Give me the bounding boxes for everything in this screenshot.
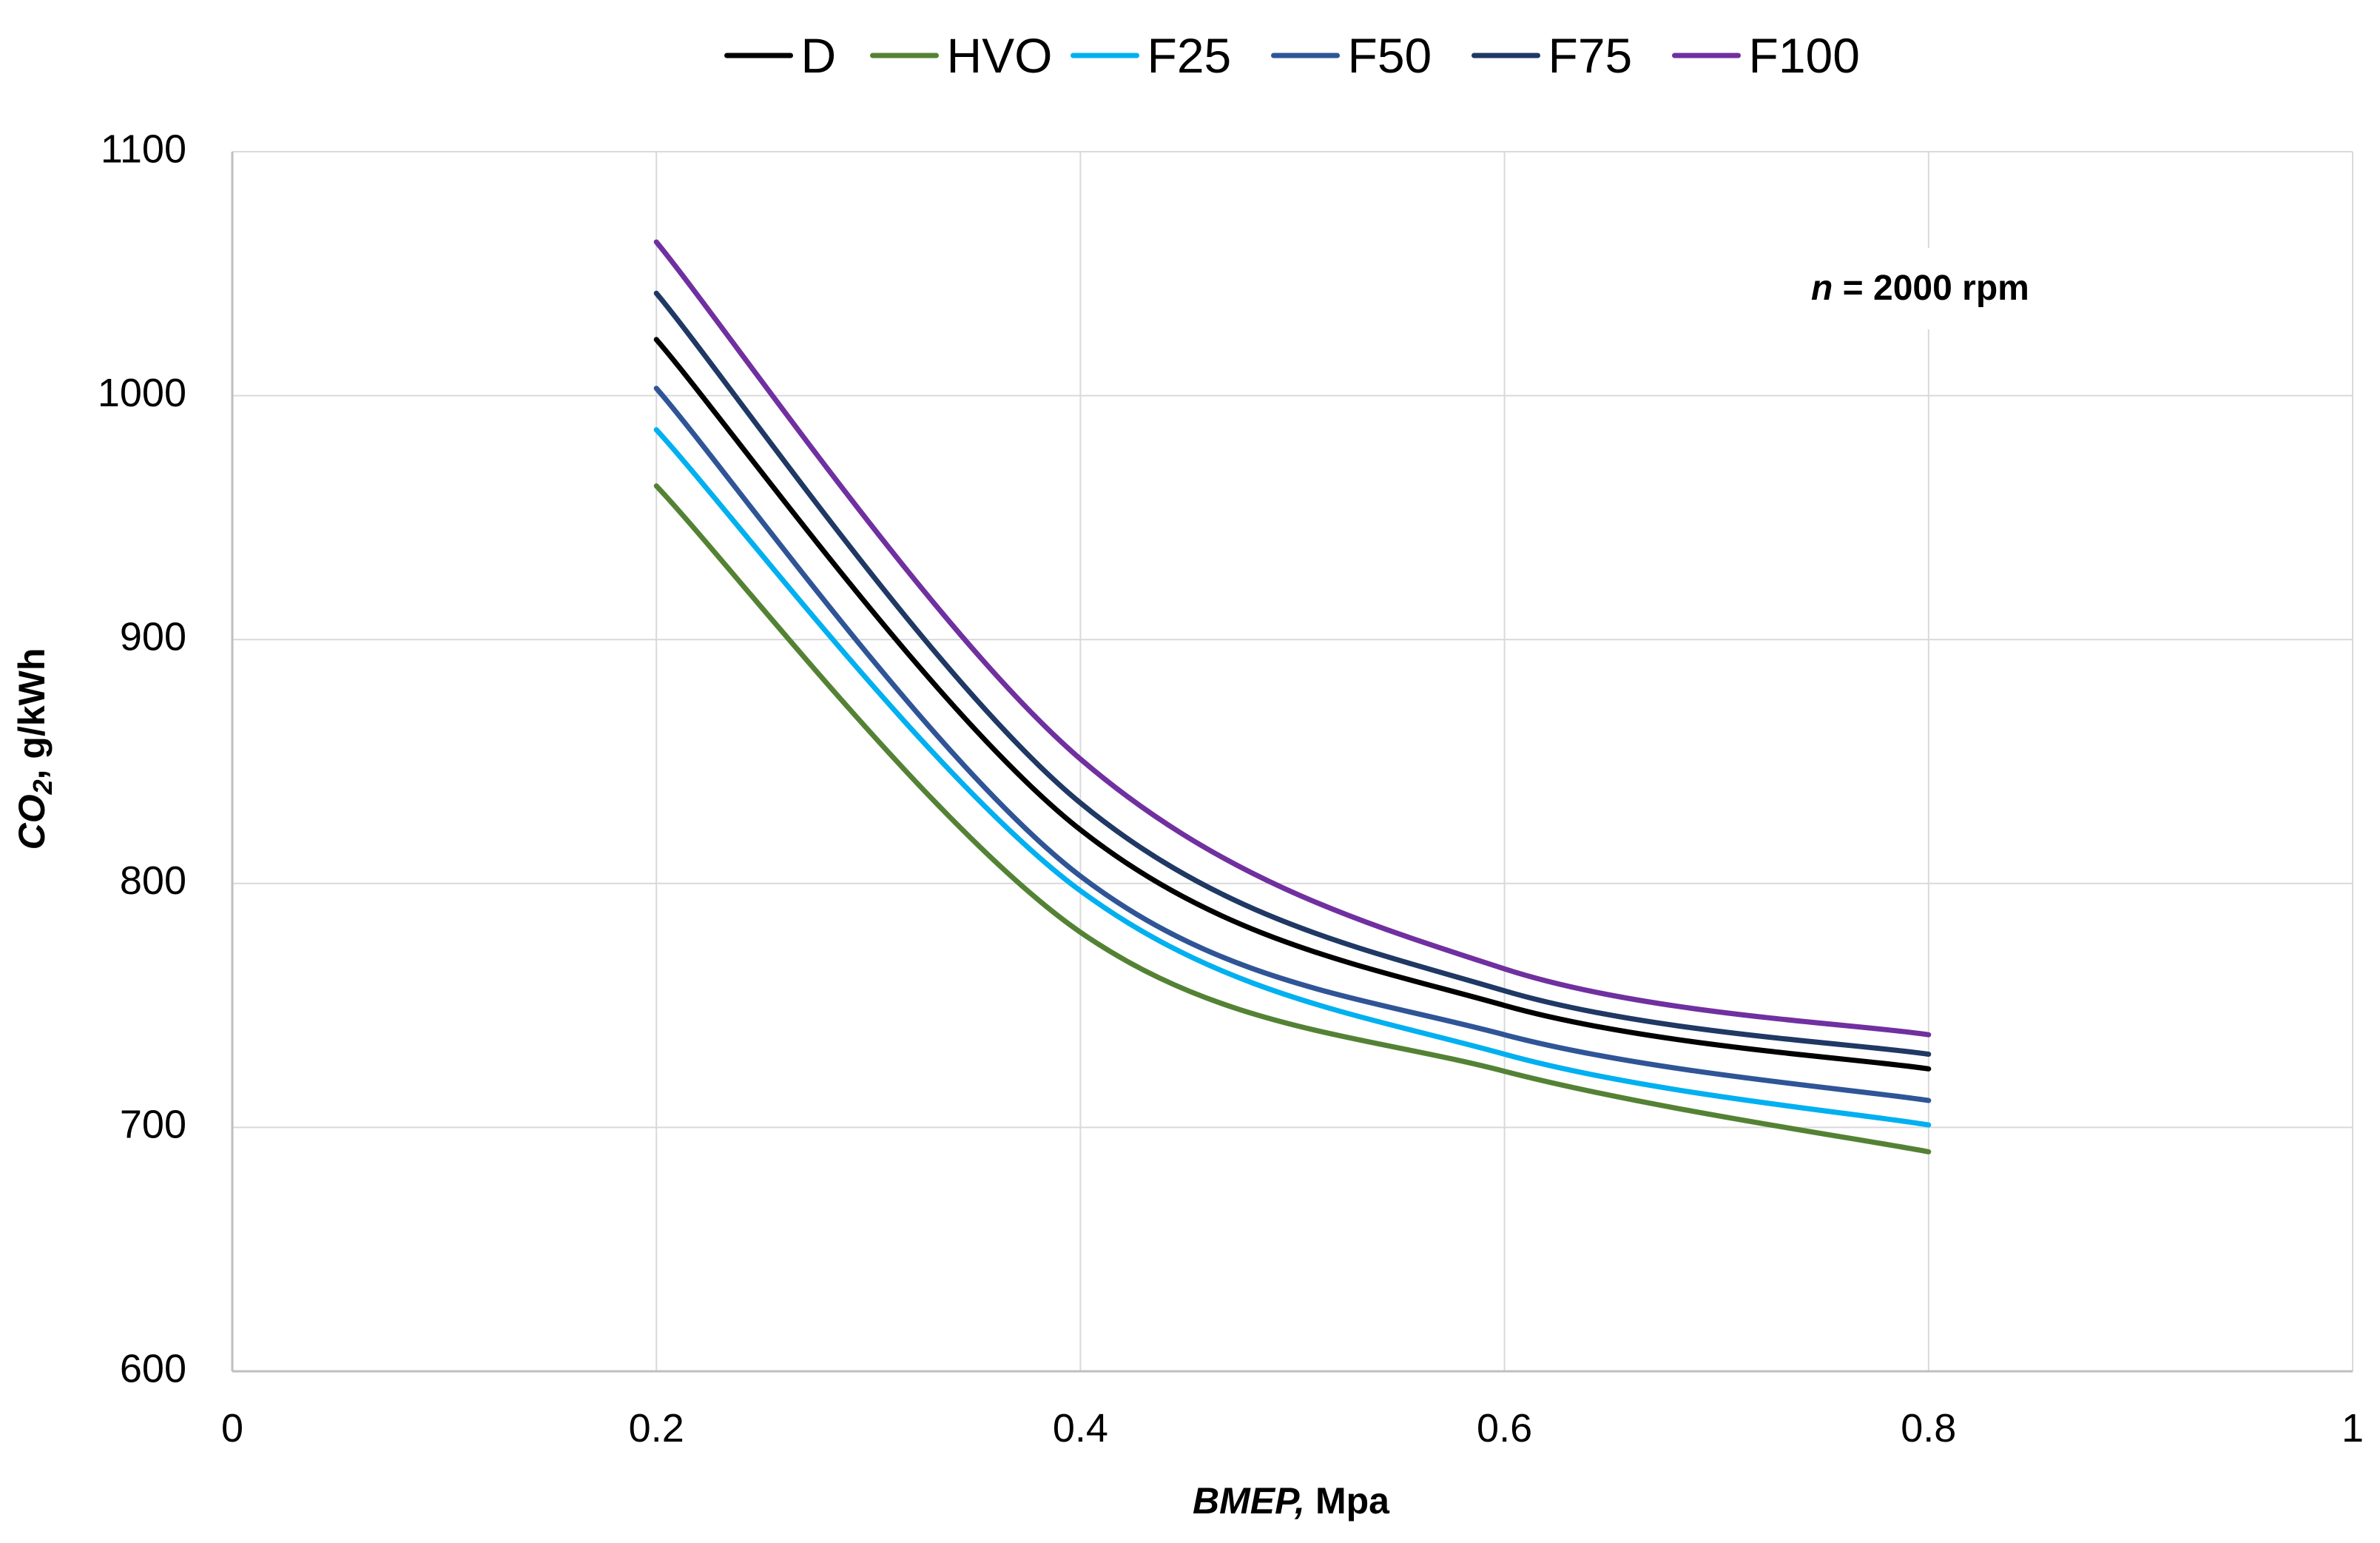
legend: D HVO F25 F50 F75 F100: [724, 28, 1860, 83]
y-tick-label: 700: [120, 1103, 186, 1147]
legend-label-d: D: [801, 28, 837, 83]
annotation-value: = 2000 rpm: [1833, 269, 2029, 308]
legend-label-f100: F100: [1749, 28, 1860, 83]
x-axis-title-italic: BMEP,: [1193, 1480, 1305, 1522]
series-lines: [653, 239, 1932, 1154]
y-axis-title: CO2, g/kWh: [11, 648, 58, 850]
annotation-n: n: [1811, 269, 1833, 308]
annotation-background: [1798, 248, 2071, 329]
y-axis-tick-labels: 600 700 800 900 1000 1100: [98, 127, 186, 1391]
series-line-hvo: [653, 483, 1932, 1154]
legend-label-hvo: HVO: [947, 28, 1053, 83]
x-tick-label: 0: [221, 1406, 243, 1450]
rpm-annotation: n = 2000 rpm: [1811, 269, 2029, 308]
x-axis-title-unit: Mpa: [1315, 1480, 1390, 1522]
y-tick-label: 900: [120, 614, 186, 659]
x-tick-label: 1: [2342, 1406, 2364, 1450]
series-line-f50: [653, 386, 1932, 1103]
x-tick-label: 0.4: [1053, 1406, 1108, 1450]
series-line-f75: [653, 290, 1932, 1057]
series-line-f100: [653, 239, 1932, 1038]
y-tick-label: 1000: [98, 371, 186, 415]
gridlines: [232, 151, 2353, 1371]
series-line-d: [653, 337, 1932, 1072]
y-axis-title-co: CO: [11, 794, 53, 850]
series-line-f25: [653, 427, 1932, 1128]
y-tick-label: 1100: [101, 127, 186, 171]
y-axis-title-sub: 2: [27, 779, 58, 795]
plot-area-frame: [231, 152, 2353, 1373]
x-tick-label: 0.8: [1901, 1406, 1956, 1450]
legend-label-f50: F50: [1348, 28, 1432, 83]
legend-label-f75: F75: [1548, 28, 1633, 83]
x-axis-tick-labels: 0 0.2 0.4 0.6 0.8 1: [221, 1406, 2364, 1450]
y-axis-title-unit: , g/kWh: [11, 648, 53, 780]
legend-label-f25: F25: [1147, 28, 1232, 83]
x-tick-label: 0.6: [1477, 1406, 1532, 1450]
x-tick-label: 0.2: [629, 1406, 684, 1450]
x-axis-title: BMEP, Mpa: [1193, 1480, 1390, 1522]
y-tick-label: 800: [120, 858, 186, 903]
y-tick-label: 600: [120, 1346, 186, 1391]
